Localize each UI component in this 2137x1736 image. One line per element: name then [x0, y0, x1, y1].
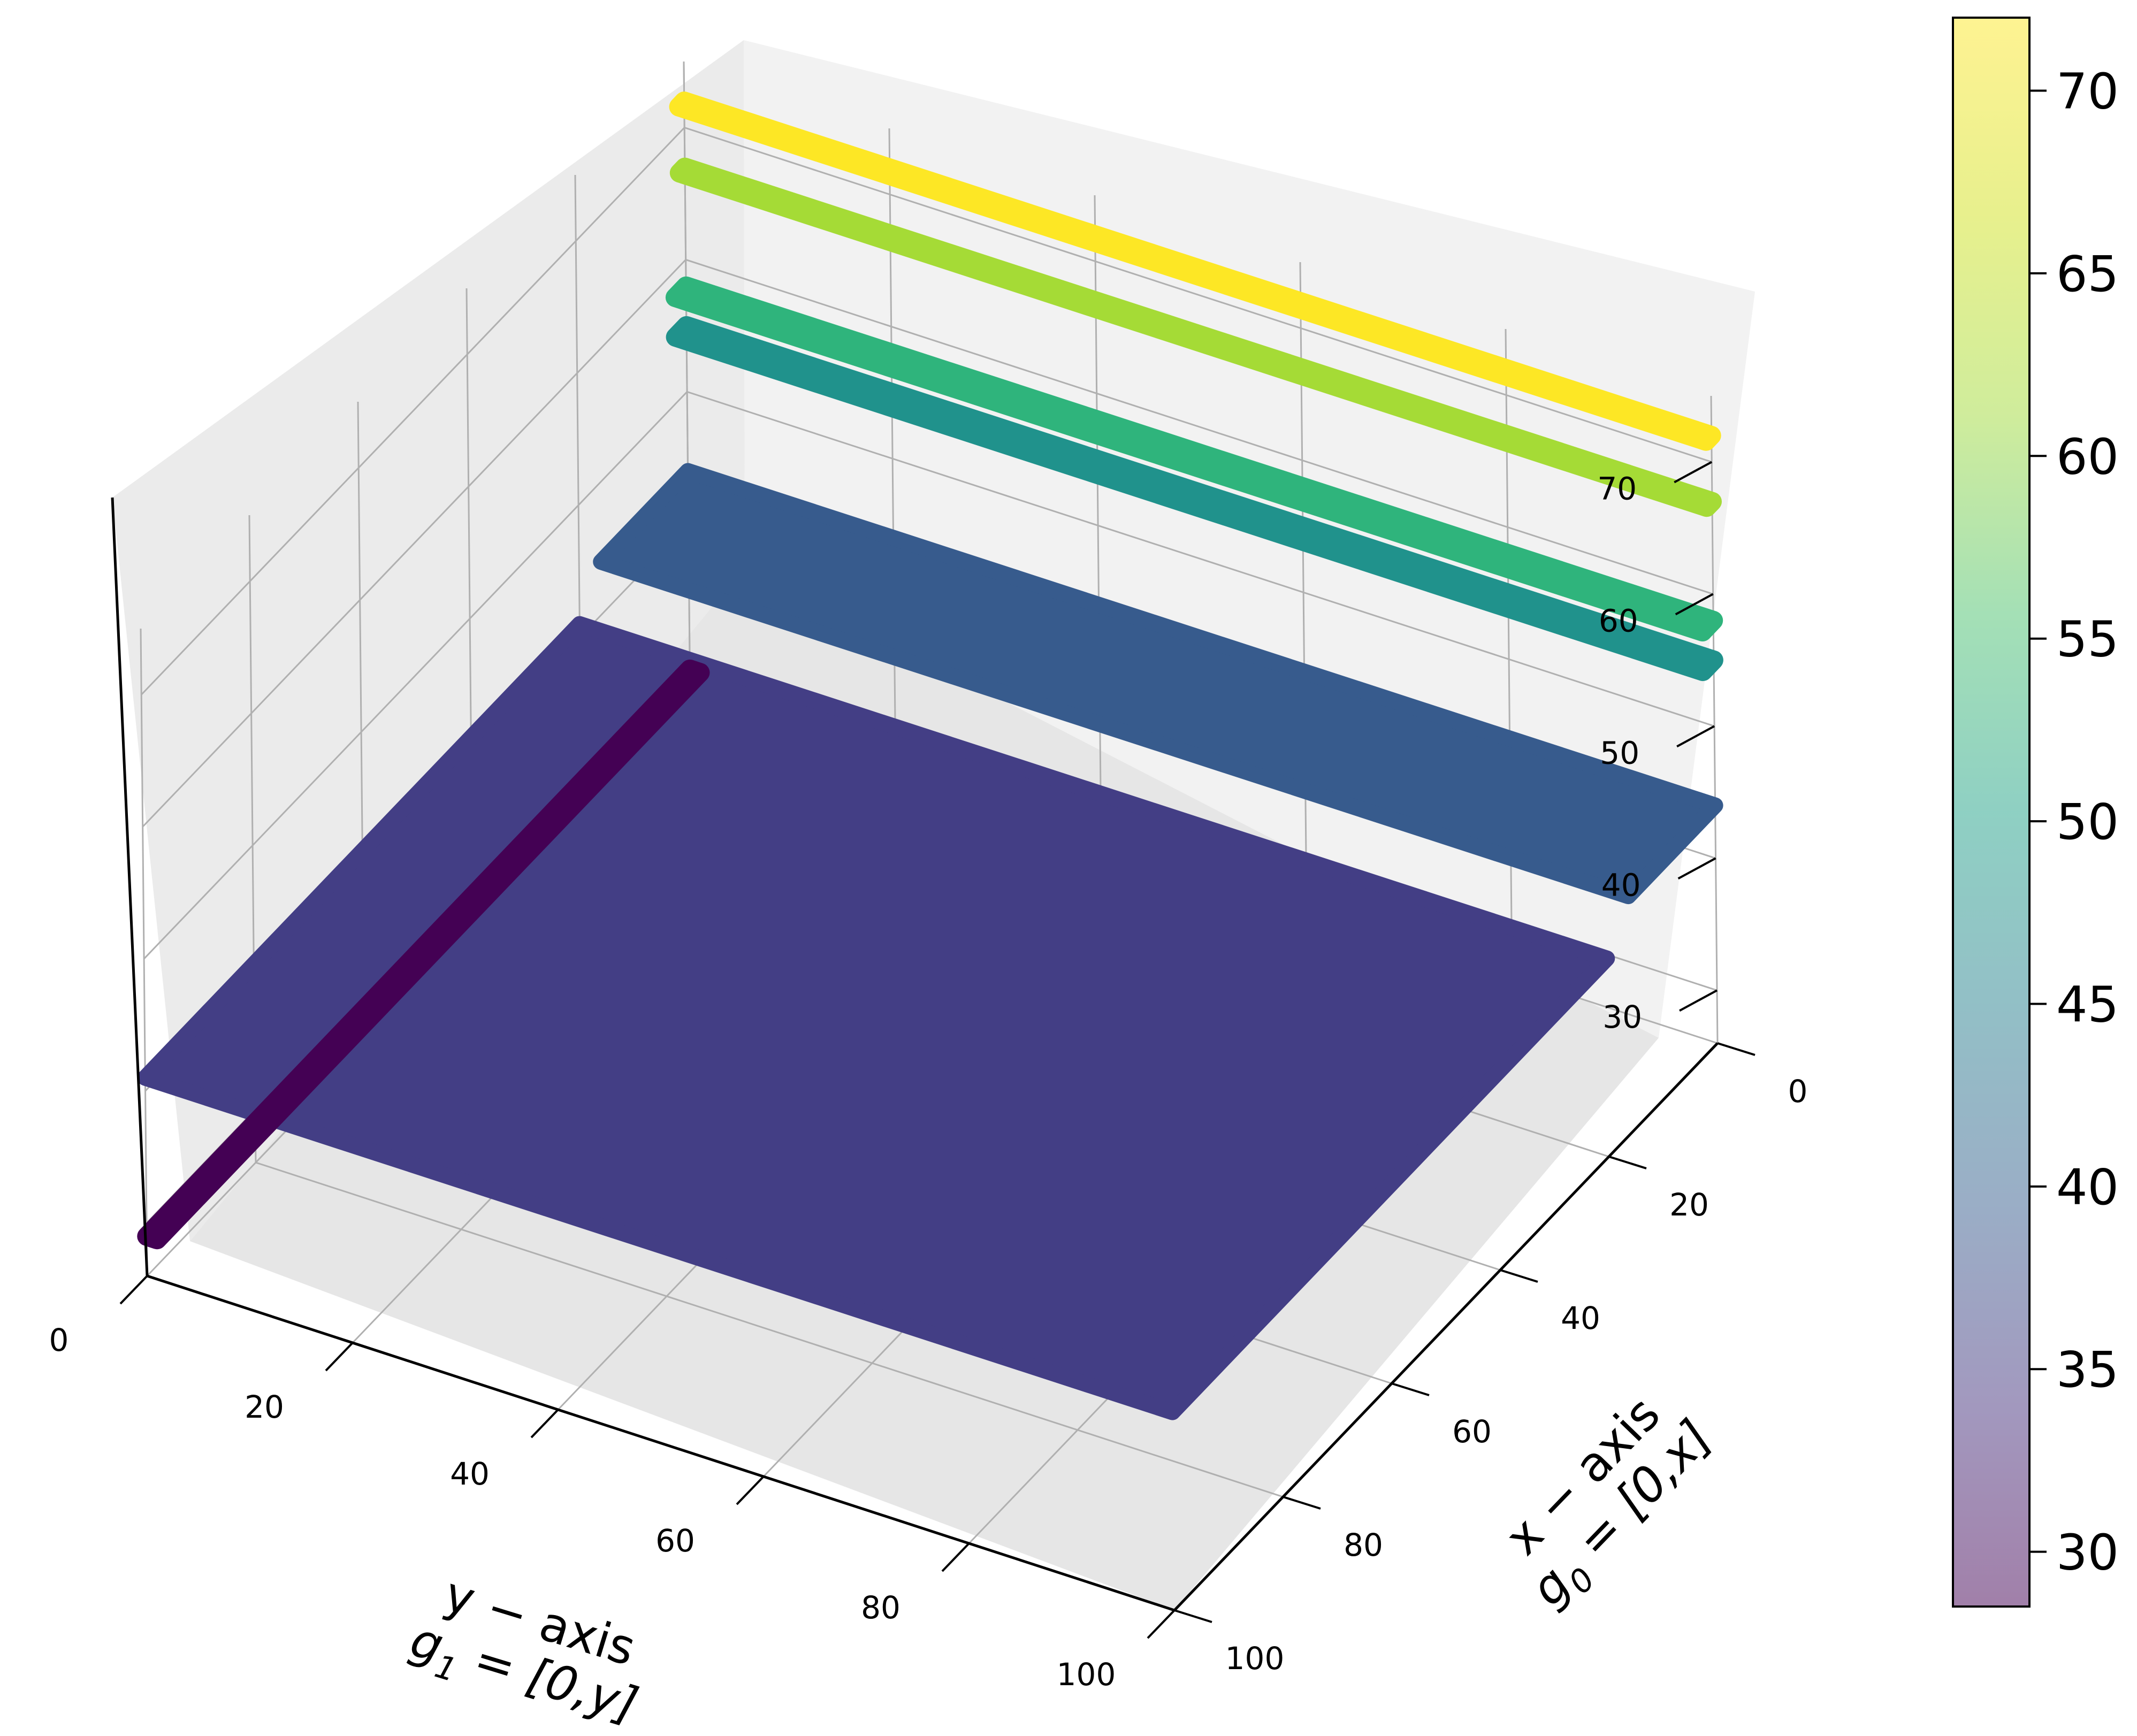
z-tick-label-70: 70 [1597, 470, 1637, 507]
z-tick-60 [1675, 593, 1714, 616]
axis-tick-labels: 0 20 40 60 80 100 0 20 40 60 80 100 30 40 50 60 70 [49, 470, 1808, 1693]
grid-line-z-70 [141, 126, 1712, 695]
y-axis-title: y − axis g1 = [0,y] [404, 1566, 644, 1734]
z-tick-label-60: 60 [1599, 602, 1638, 639]
grid-line-z-60 [142, 258, 1714, 828]
y-tick-label-40: 40 [450, 1456, 490, 1492]
x-axis-title: x − axis g0 = [0,x] [1494, 1386, 1723, 1617]
grid-line-z-50 [143, 391, 1715, 960]
z-tick-40 [1677, 857, 1716, 880]
z-tick-50 [1676, 725, 1715, 748]
y-axis-line [147, 1274, 1175, 1612]
y-tick-label-80: 80 [861, 1589, 900, 1626]
colorbar-tick-label-70: 70 [2056, 63, 2119, 120]
z-tick-30 [1679, 989, 1718, 1012]
x-tick-label-60: 60 [1452, 1413, 1492, 1450]
series-2-line [665, 276, 1723, 641]
x-tick-label-100: 100 [1225, 1640, 1285, 1677]
y-tick-label-60: 60 [655, 1523, 695, 1559]
z-tick-70 [1674, 461, 1713, 484]
colorbar-tick-label-55: 55 [2056, 611, 2119, 668]
x-tick-label-80: 80 [1344, 1527, 1383, 1563]
y-tick-80 [941, 1542, 970, 1572]
colorbar-tick-label-45: 45 [2056, 976, 2119, 1033]
y-tick-label-0: 0 [49, 1322, 69, 1358]
series-4-band [593, 463, 1723, 905]
y-tick-60 [736, 1475, 765, 1505]
colorbar [1952, 17, 2031, 1608]
x-axis-line [1173, 1042, 1719, 1611]
y-tick-label-20: 20 [245, 1389, 284, 1425]
colorbar-ticks: 30 35 40 45 50 55 60 65 70 [2029, 63, 2119, 1581]
y-tick-0 [119, 1275, 148, 1305]
x-tick-label-20: 20 [1669, 1187, 1709, 1223]
colorbar-tick-label-60: 60 [2056, 428, 2119, 485]
z-tick-label-50: 50 [1600, 735, 1639, 771]
series-1-line [669, 157, 1722, 517]
data-series [137, 91, 1723, 1420]
x-tick-60 [1391, 1382, 1430, 1396]
colorbar-tick-label-35: 35 [2056, 1341, 2119, 1398]
y-tick-label-100: 100 [1057, 1656, 1116, 1693]
x-tick-40 [1500, 1269, 1538, 1283]
z-tick-label-30: 30 [1602, 999, 1642, 1035]
z-axis-line [111, 497, 149, 1276]
x-tick-20 [1608, 1156, 1647, 1169]
series-6-line [137, 659, 710, 1250]
series-0-line [669, 91, 1721, 451]
y-tick-40 [530, 1409, 559, 1439]
x-tick-80 [1283, 1496, 1321, 1510]
z-tick-label-40: 40 [1601, 867, 1641, 903]
colorbar-tick-label-65: 65 [2056, 246, 2119, 303]
colorbar-tick-label-30: 30 [2056, 1524, 2119, 1581]
colorbar-tick-label-50: 50 [2056, 793, 2119, 851]
y-tick-20 [325, 1342, 354, 1372]
x-tick-0 [1717, 1042, 1756, 1056]
colorbar-tick-label-40: 40 [2056, 1159, 2119, 1216]
x-tick-label-40: 40 [1561, 1300, 1600, 1336]
series-5-plane [137, 616, 1615, 1420]
x-tick-100 [1174, 1609, 1212, 1623]
series-3-line [666, 316, 1723, 682]
y-tick-100 [1147, 1609, 1176, 1639]
axis-ticks [119, 461, 1756, 1639]
x-tick-label-0: 0 [1788, 1073, 1808, 1110]
